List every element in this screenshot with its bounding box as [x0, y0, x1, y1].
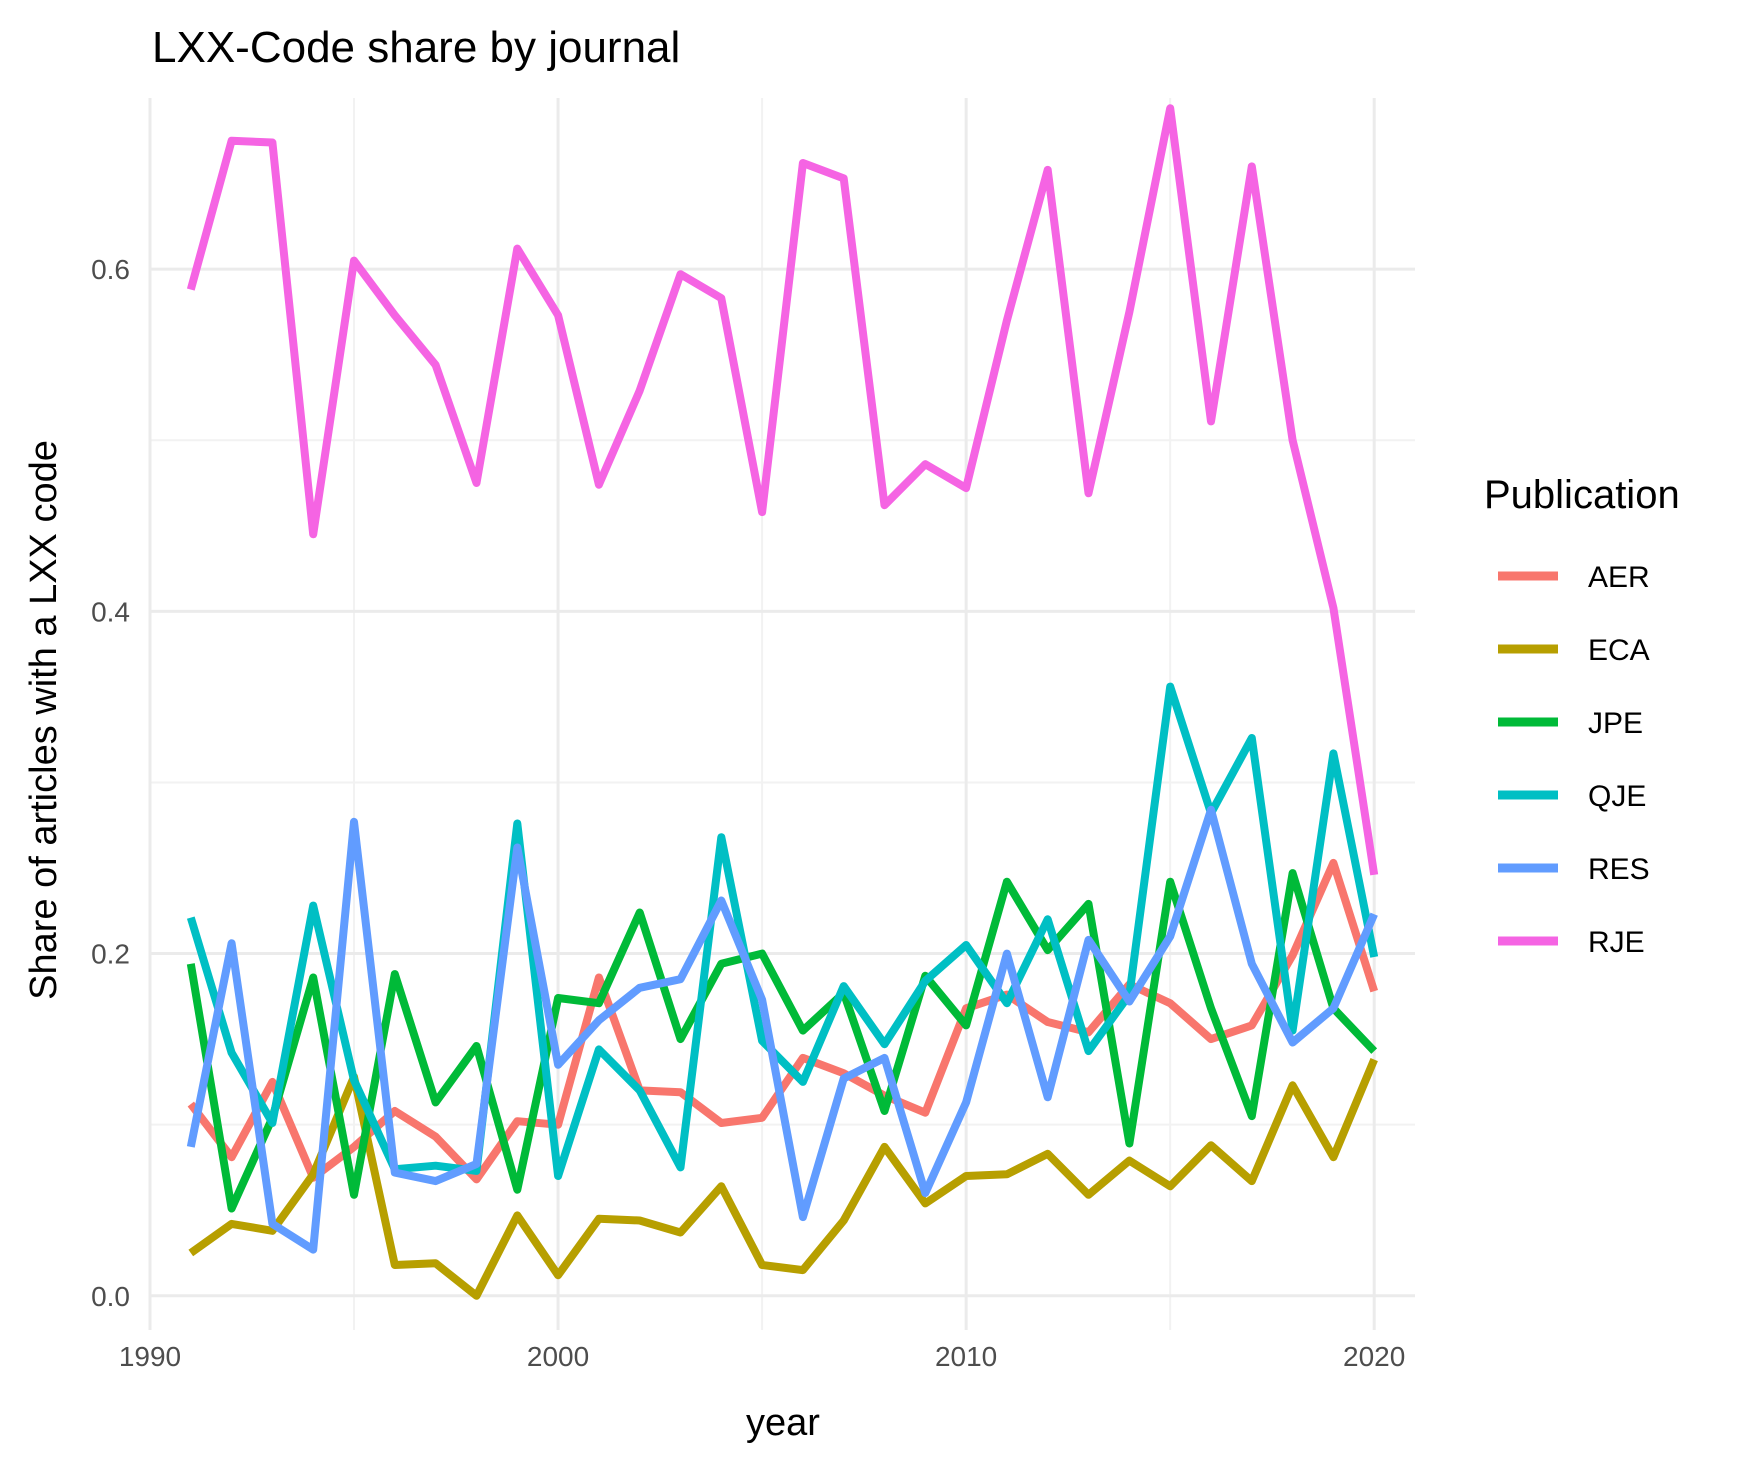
chart-title: LXX-Code share by journal — [152, 23, 680, 72]
x-tick-label: 1990 — [119, 1341, 181, 1372]
y-tick-label: 0.0 — [91, 1281, 130, 1312]
series-line-res — [186, 805, 1378, 1254]
y-axis-ticks: 0.0 0.2 0.4 0.6 — [91, 254, 130, 1312]
legend-label-res: RES — [1588, 853, 1650, 886]
series-line-rje — [186, 104, 1379, 876]
x-tick-label: 2020 — [1343, 1341, 1405, 1372]
grid — [148, 98, 1415, 1330]
legend-title: Publication — [1484, 473, 1680, 517]
legend: Publication AER ECA JPE QJE RES RJE — [1484, 473, 1680, 959]
legend-label-rje: RJE — [1588, 926, 1645, 959]
y-axis-title: Share of articles with a LXX code — [23, 440, 65, 1000]
x-tick-label: 2010 — [935, 1341, 997, 1372]
y-tick-label: 0.2 — [91, 939, 130, 970]
series-line-qje — [186, 682, 1379, 1180]
legend-label-qje: QJE — [1588, 780, 1646, 813]
x-axis-ticks: 1990 2000 2010 2020 — [119, 1341, 1405, 1372]
y-tick-label: 0.6 — [91, 254, 130, 285]
series-line-eca — [188, 1058, 1378, 1300]
legend-label-aer: AER — [1588, 561, 1650, 594]
legend-label-eca: ECA — [1588, 634, 1650, 667]
y-tick-label: 0.4 — [91, 596, 130, 627]
x-axis-title: year — [746, 1402, 820, 1444]
series-lines — [186, 104, 1379, 1300]
legend-label-jpe: JPE — [1588, 707, 1643, 740]
x-tick-label: 2000 — [527, 1341, 589, 1372]
